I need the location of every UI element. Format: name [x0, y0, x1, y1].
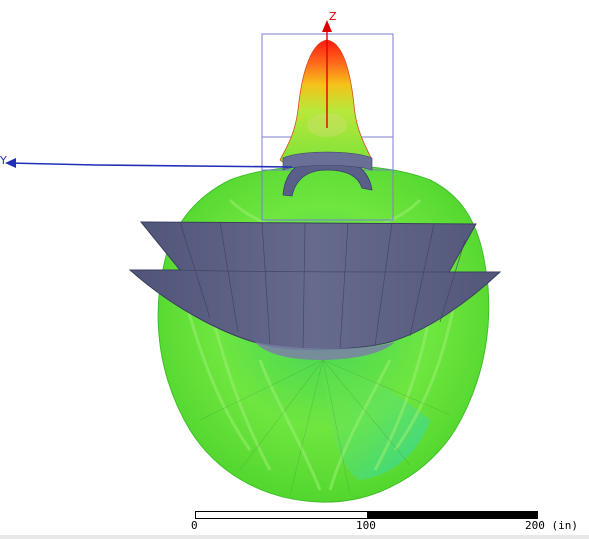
scale-tick-100: 100: [356, 519, 376, 532]
y-axis-label: Y: [0, 154, 7, 167]
z-axis-label: Z: [329, 10, 337, 23]
scale-bar-segment-white: [196, 512, 367, 518]
y-axis: [5, 158, 292, 168]
scale-bar: [195, 511, 538, 519]
pattern-peak-lobe: [280, 40, 372, 168]
scale-tick-200: 200 (in): [525, 519, 578, 532]
viewport-bottom-edge: [0, 535, 589, 539]
scale-bar-segment-black: [367, 512, 538, 518]
scale-tick-0: 0: [191, 519, 198, 532]
